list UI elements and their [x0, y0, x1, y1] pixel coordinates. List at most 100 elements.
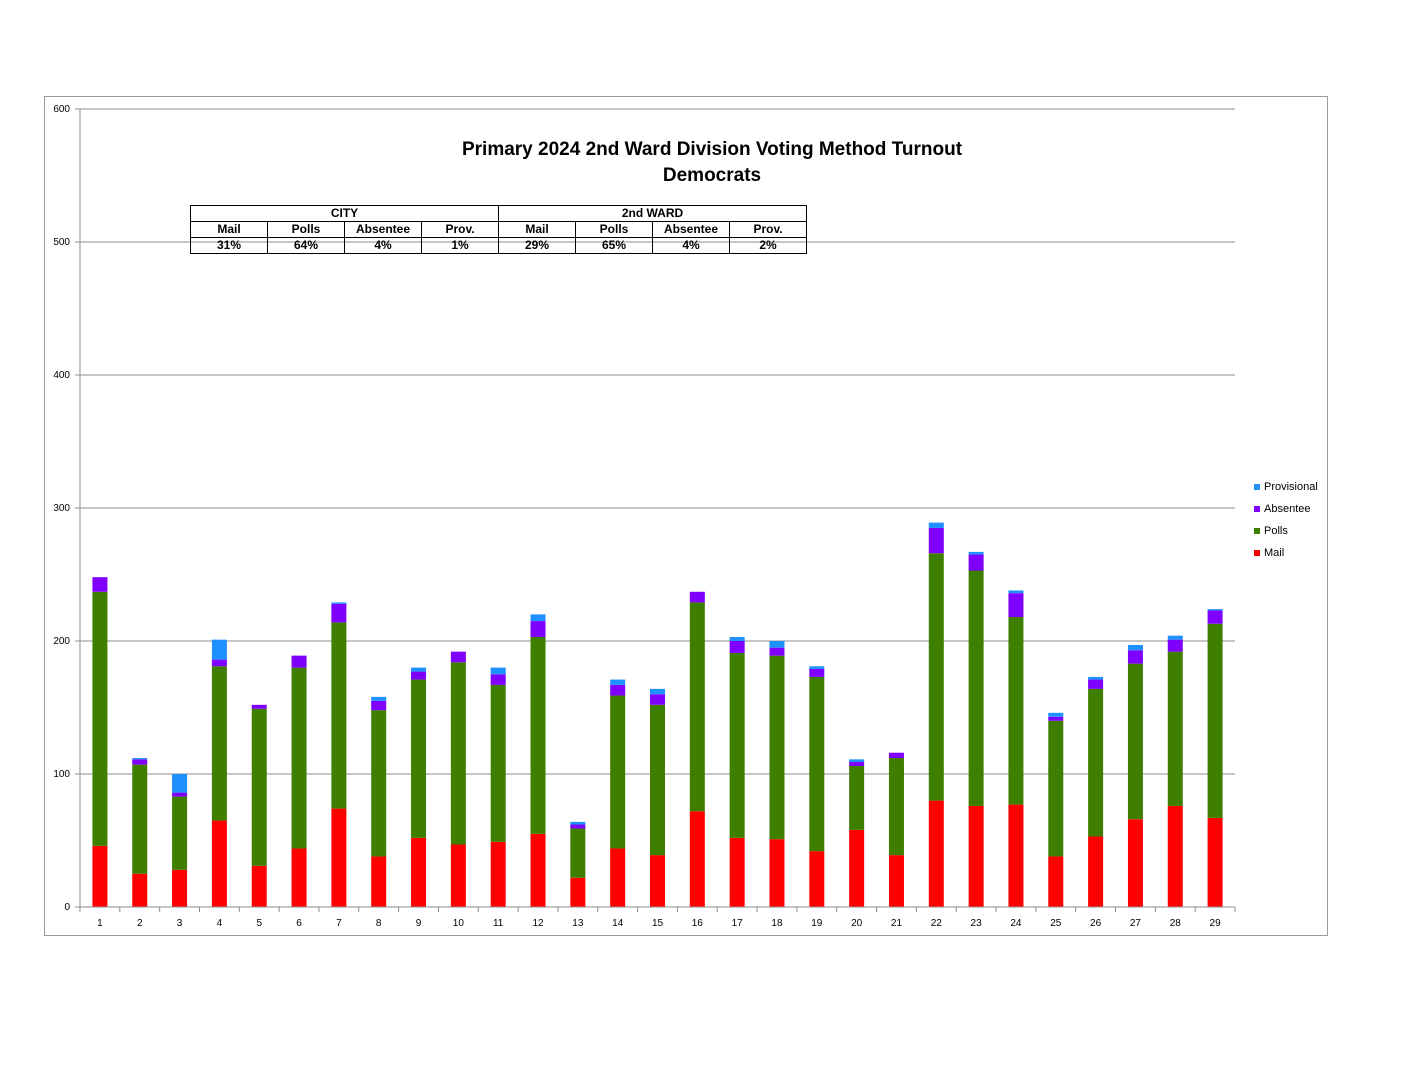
- x-tick-label: 3: [177, 918, 183, 929]
- value-cell: 2%: [729, 237, 807, 254]
- bar-absentee-25: [1048, 716, 1064, 721]
- group-city-label: CITY: [190, 205, 499, 222]
- x-tick-label: 21: [891, 918, 903, 929]
- bar-provisional-13: [570, 821, 586, 825]
- header-cell: Mail: [190, 221, 268, 238]
- x-tick-label: 9: [416, 918, 422, 929]
- bar-absentee-28: [1167, 639, 1183, 652]
- bar-absentee-29: [1207, 610, 1223, 624]
- bar-mail-27: [1127, 819, 1143, 907]
- bar-absentee-19: [809, 668, 825, 677]
- header-cell: Prov.: [729, 221, 807, 238]
- x-tick-label: 14: [612, 918, 624, 929]
- group-ward-label: 2nd WARD: [498, 205, 807, 222]
- bar-polls-13: [570, 828, 586, 878]
- bar-polls-14: [610, 695, 626, 849]
- bar-provisional-27: [1127, 644, 1143, 651]
- bar-polls-1: [92, 591, 108, 846]
- x-tick-label: 22: [931, 918, 943, 929]
- y-tick-label: 500: [53, 237, 70, 248]
- bar-mail-9: [411, 837, 427, 907]
- bar-polls-26: [1088, 688, 1104, 837]
- legend: Provisional Absentee Polls Mail: [1254, 476, 1318, 564]
- bar-absentee-2: [132, 759, 148, 765]
- bar-polls-3: [172, 796, 188, 870]
- x-tick-label: 26: [1090, 918, 1102, 929]
- x-tick-label: 25: [1050, 918, 1062, 929]
- y-tick-label: 0: [64, 902, 70, 913]
- bar-mail-15: [650, 855, 665, 907]
- x-tick-label: 4: [217, 918, 223, 929]
- x-tick-label: 20: [851, 918, 863, 929]
- legend-swatch: [1254, 506, 1260, 512]
- chart-title: Primary 2024 2nd Ward Division Voting Me…: [461, 139, 963, 160]
- summary-value-row: 31% 64% 4% 1% 29% 65% 4% 2%: [190, 237, 807, 254]
- bar-absentee-20: [849, 762, 865, 767]
- bar-provisional-14: [610, 679, 626, 685]
- y-tick-label: 300: [53, 503, 70, 514]
- x-tick-label: 1: [97, 918, 103, 929]
- x-tick-label: 16: [692, 918, 704, 929]
- x-tick-label: 17: [732, 918, 744, 929]
- bars: [92, 522, 1223, 907]
- bar-provisional-26: [1088, 676, 1104, 680]
- bar-provisional-25: [1048, 712, 1064, 717]
- bar-mail-25: [1048, 856, 1064, 907]
- x-tick-label: 12: [532, 918, 544, 929]
- bar-absentee-24: [1008, 593, 1024, 618]
- value-cell: 1%: [421, 237, 499, 254]
- bar-absentee-3: [172, 792, 188, 797]
- bar-polls-27: [1127, 663, 1143, 820]
- legend-item-mail: Mail: [1254, 542, 1318, 564]
- bar-polls-2: [132, 764, 148, 874]
- bar-polls-19: [809, 676, 825, 852]
- bar-absentee-4: [211, 659, 227, 667]
- bar-mail-8: [371, 856, 387, 907]
- bar-provisional-18: [769, 641, 785, 648]
- bar-mail-19: [809, 851, 825, 907]
- bar-absentee-14: [610, 684, 626, 696]
- legend-swatch: [1254, 528, 1260, 534]
- bar-provisional-3: [172, 774, 188, 793]
- bar-mail-16: [689, 811, 705, 907]
- summary-group-row: CITY 2nd WARD: [190, 205, 807, 222]
- bar-polls-17: [729, 652, 745, 838]
- bar-mail-22: [928, 800, 944, 907]
- y-tick-label: 100: [53, 769, 70, 780]
- bar-provisional-4: [211, 639, 227, 660]
- bar-absentee-18: [769, 647, 785, 656]
- bar-absentee-23: [968, 554, 984, 571]
- bar-mail-23: [968, 805, 984, 907]
- value-cell: 4%: [344, 237, 422, 254]
- bar-absentee-16: [689, 591, 705, 603]
- bar-mail-13: [570, 877, 586, 907]
- bar-polls-8: [371, 710, 387, 857]
- bar-polls-24: [1008, 617, 1024, 805]
- bar-provisional-19: [809, 666, 825, 669]
- bar-provisional-11: [490, 667, 506, 675]
- x-tick-label: 8: [376, 918, 382, 929]
- header-cell: Prov.: [421, 221, 499, 238]
- bar-polls-25: [1048, 720, 1064, 857]
- bar-provisional-2: [132, 758, 148, 760]
- bar-mail-2: [132, 873, 148, 907]
- bar-polls-7: [331, 622, 347, 809]
- bar-polls-29: [1207, 623, 1223, 818]
- x-tick-label: 13: [572, 918, 584, 929]
- bar-mail-18: [769, 839, 785, 907]
- legend-swatch: [1254, 484, 1260, 490]
- bar-provisional-12: [530, 614, 546, 622]
- x-tick-label: 29: [1210, 918, 1222, 929]
- bar-polls-12: [530, 637, 546, 834]
- x-tick-label: 18: [771, 918, 783, 929]
- x-tick-label: 23: [971, 918, 983, 929]
- bar-provisional-8: [371, 696, 387, 701]
- bar-absentee-26: [1088, 679, 1104, 689]
- header-cell: Absentee: [344, 221, 422, 238]
- bar-provisional-9: [411, 667, 427, 672]
- bar-mail-7: [331, 808, 347, 907]
- bar-polls-23: [968, 570, 984, 806]
- bar-absentee-6: [291, 655, 307, 668]
- bar-polls-16: [689, 602, 705, 812]
- bar-mail-4: [211, 820, 227, 907]
